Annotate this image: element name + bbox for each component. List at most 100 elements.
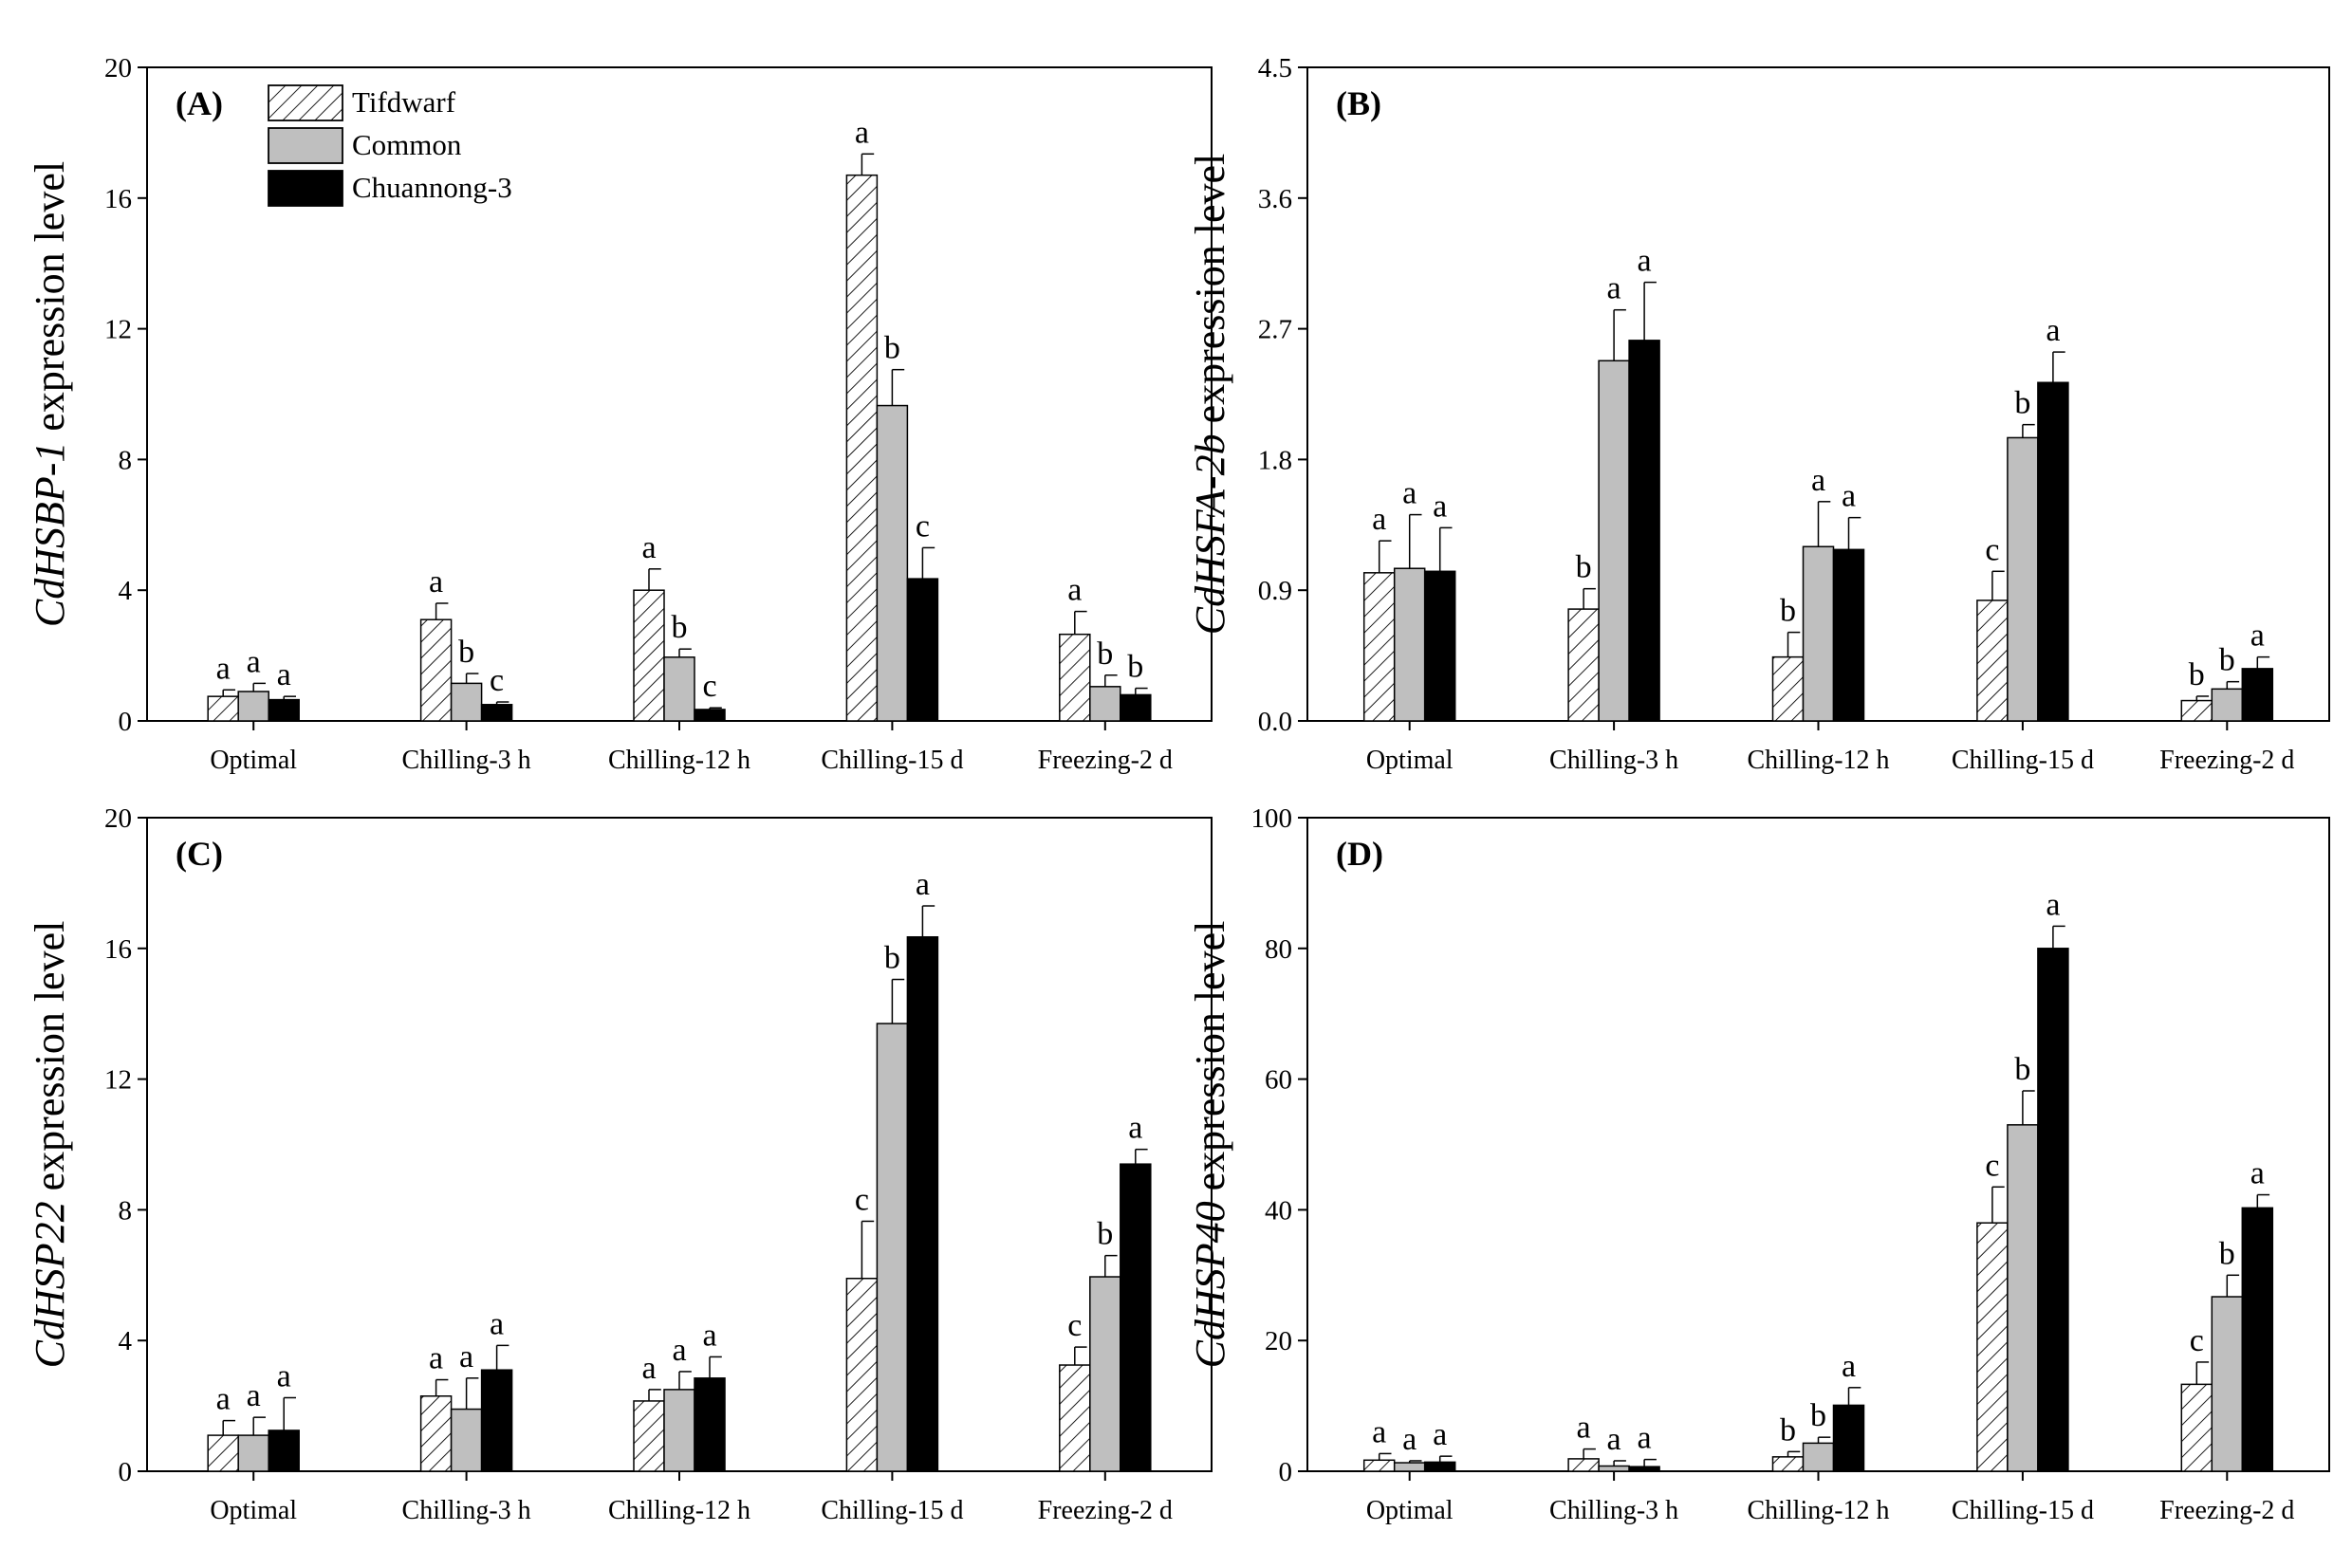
bar-common — [1598, 1465, 1630, 1472]
x-tick-label: Optimal — [1366, 746, 1454, 775]
bar-common — [237, 1434, 269, 1472]
bar-common — [1089, 686, 1121, 722]
y-tick-label: 12 — [104, 315, 132, 345]
significance-label: a — [490, 1306, 504, 1341]
bar-common — [1393, 1462, 1426, 1472]
bar-chuannong — [694, 1377, 726, 1472]
x-tick-label: Freezing-2 d — [2159, 1496, 2294, 1525]
y-tick-label: 60 — [1265, 1065, 1292, 1096]
significance-label: a — [2250, 1156, 2265, 1191]
significance-label: b — [1810, 1398, 1826, 1433]
significance-label: a — [1638, 1421, 1652, 1456]
y-tick-label: 4 — [119, 576, 133, 606]
significance-label: a — [429, 1341, 443, 1376]
legend: Tifdwarf Common Chuannong-3 — [268, 84, 512, 207]
y-tick-label: 100 — [1251, 803, 1293, 834]
bar-tifdwarf — [1976, 1222, 2009, 1472]
bar-tifdwarf — [1771, 1456, 1805, 1472]
y-tick-label: 0.9 — [1258, 576, 1292, 606]
y-tick-label: 4.5 — [1258, 53, 1292, 83]
x-tick-label: Chilling-12 h — [1747, 1496, 1889, 1525]
bar-common — [876, 404, 909, 722]
bar-chuannong — [2037, 381, 2069, 722]
y-tick-label: 20 — [1265, 1326, 1292, 1356]
bar-common — [663, 656, 695, 722]
y-axis-title-rest: expression level — [27, 921, 73, 1202]
bar-chuannong — [906, 935, 939, 1472]
significance-label: a — [277, 1358, 291, 1393]
significance-label: c — [1067, 1308, 1082, 1343]
bar-chuannong — [268, 698, 300, 722]
y-axis-title: CdHSBP-1 expression level — [27, 161, 73, 627]
bar-common — [663, 1389, 695, 1472]
y-tick-label: 2.7 — [1258, 315, 1292, 345]
significance-label: b — [884, 331, 900, 366]
significance-label: a — [1433, 1417, 1447, 1452]
bar-tifdwarf — [1567, 608, 1600, 722]
y-tick-label: 12 — [104, 1065, 132, 1096]
significance-label: a — [277, 657, 291, 692]
bar-tifdwarf — [1059, 1364, 1091, 1472]
x-tick-label: Optimal — [1366, 1496, 1454, 1525]
bar-tifdwarf — [1771, 655, 1805, 722]
bar-tifdwarf — [845, 1277, 879, 1472]
x-tick-label: Chilling-3 h — [402, 1496, 531, 1525]
legend-swatch-chuannong — [268, 170, 343, 207]
significance-label: a — [1402, 1422, 1417, 1457]
y-tick-label: 0 — [119, 1457, 133, 1487]
bar-common — [450, 682, 483, 722]
significance-label: c — [916, 508, 930, 544]
bar-chuannong — [1423, 1461, 1456, 1472]
y-tick-label: 3.6 — [1258, 184, 1292, 214]
significance-label: a — [429, 564, 443, 600]
bar-chuannong — [1423, 570, 1456, 722]
y-tick-label: 16 — [104, 934, 132, 965]
significance-label: b — [1780, 594, 1796, 629]
significance-label: a — [1577, 1411, 1591, 1446]
legend-swatch-common — [268, 127, 343, 164]
significance-label: a — [459, 1339, 473, 1374]
significance-label: a — [2046, 313, 2060, 348]
bar-common — [876, 1023, 909, 1472]
significance-label: a — [216, 651, 231, 686]
significance-label: a — [1607, 271, 1621, 306]
y-tick-label: 20 — [104, 53, 132, 83]
bar-chuannong — [2241, 1207, 2274, 1472]
plot-frame — [1306, 817, 2330, 1472]
significance-label: a — [247, 1378, 261, 1413]
bar-chuannong — [906, 578, 939, 722]
significance-label: b — [1127, 650, 1143, 685]
bar-tifdwarf — [845, 174, 879, 722]
significance-label: c — [702, 669, 716, 704]
bar-tifdwarf — [419, 618, 453, 722]
significance-label: b — [458, 635, 474, 670]
bar-tifdwarf — [1059, 633, 1091, 722]
bar-common — [1802, 545, 1835, 722]
bar-common — [2007, 1124, 2039, 1472]
chart-panel: 0 4 8 12 16 20 CdHSBP-1 expression level (A) Opt… — [27, 53, 1213, 775]
bar-chuannong — [268, 1430, 300, 1472]
bar-common — [2211, 688, 2244, 722]
significance-label: c — [490, 663, 504, 698]
y-tick-label: 8 — [119, 445, 133, 475]
y-tick-label: 0 — [1279, 1457, 1293, 1487]
bar-tifdwarf — [419, 1395, 453, 1472]
significance-label: b — [2189, 657, 2205, 692]
significance-label: a — [1811, 463, 1825, 498]
significance-label: c — [2190, 1323, 2204, 1358]
x-tick-label: Optimal — [210, 1496, 297, 1525]
significance-label: c — [1985, 532, 1999, 567]
x-tick-label: Chilling-12 h — [608, 746, 750, 775]
chart-panel: 0.0 0.9 1.8 2.7 3.6 4.5 CdHSFA-2b expression l… — [1187, 53, 2330, 775]
significance-label: b — [2014, 1052, 2030, 1087]
panel-label: (A) — [176, 84, 223, 122]
bar-chuannong — [480, 704, 513, 722]
significance-label: a — [2046, 887, 2060, 922]
significance-label: b — [884, 941, 900, 976]
bar-chuannong — [2241, 668, 2274, 722]
bar-tifdwarf — [207, 695, 239, 722]
y-axis-gene-name: CdHSP40 — [1187, 1201, 1233, 1368]
significance-label: b — [2219, 643, 2235, 678]
significance-label: a — [1128, 1111, 1142, 1146]
y-axis-gene-name: CdHSP22 — [27, 1201, 73, 1368]
